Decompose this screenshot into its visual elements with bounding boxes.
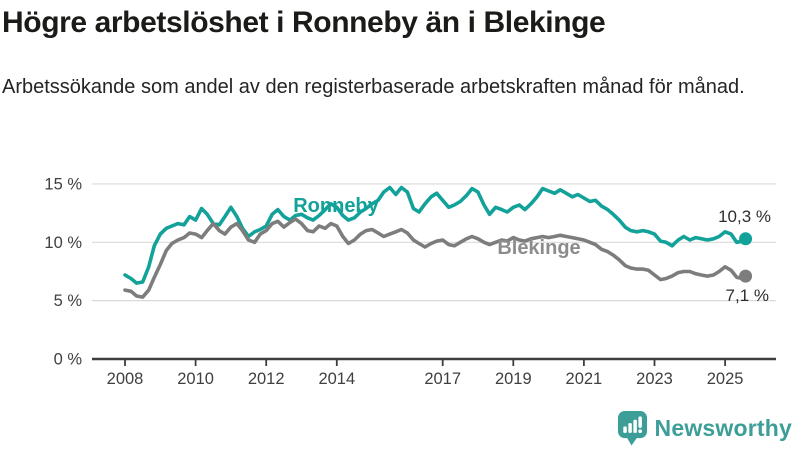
series-end-dot-blekinge <box>739 269 753 283</box>
brand-name: Newsworthy <box>654 414 792 441</box>
chart-subtitle: Arbetssökande som andel av den registerb… <box>2 76 745 98</box>
x-tick-label: 2012 <box>248 370 285 388</box>
newsworthy-logo[interactable]: Newsworthy <box>617 410 792 446</box>
x-tick-label: 2023 <box>636 370 673 388</box>
y-tick-label: 10 % <box>44 234 82 252</box>
series-line-blekinge <box>123 217 748 299</box>
end-value-label-blekinge: 7,1 % <box>726 286 769 305</box>
x-tick-label: 2017 <box>424 370 461 388</box>
x-tick-label: 2021 <box>566 370 603 388</box>
y-tick-label: 5 % <box>54 292 83 310</box>
series-label-blekinge: Blekinge <box>497 237 580 259</box>
x-tick-label: 2025 <box>707 370 744 388</box>
x-tick-label: 2014 <box>318 370 355 388</box>
series-label-ronneby: Ronneby <box>293 195 379 217</box>
page-title: Högre arbetslöshet i Ronneby än i Blekin… <box>2 6 606 39</box>
end-value-label-ronneby: 10,3 % <box>718 207 771 226</box>
x-tick-label: 2008 <box>107 370 144 388</box>
series-end-dot-ronneby <box>739 232 753 246</box>
y-tick-label: 15 % <box>44 175 82 193</box>
chart-canvas: 0 % 5 % 10 % 15 % 2008 2010 2012 2014 2017 2019 20… <box>44 175 776 388</box>
series-line-ronneby <box>123 185 748 285</box>
x-tick-label: 2010 <box>177 370 214 388</box>
bar-chart-speech-bubble-icon <box>617 411 647 446</box>
x-tick-label: 2019 <box>495 370 532 388</box>
y-tick-label: 0 % <box>54 351 83 369</box>
line-chart: 0 % 5 % 10 % 15 % 2008 2010 2012 2014 2017 2019 20… <box>0 150 800 400</box>
